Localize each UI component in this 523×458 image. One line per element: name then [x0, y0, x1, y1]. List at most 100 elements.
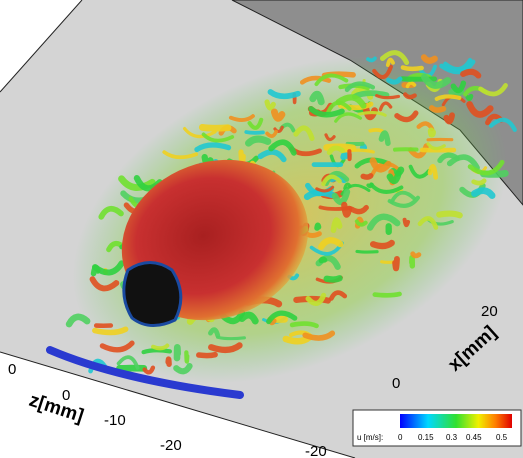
vortex-tube	[436, 210, 463, 219]
vortex-tube	[208, 342, 243, 354]
vortex-tube	[478, 83, 508, 97]
vortex-tube	[386, 76, 403, 85]
vortex-tube	[366, 213, 401, 231]
z-tick-label: 0	[8, 361, 16, 378]
vortex-tube	[323, 275, 343, 283]
vortex-tube	[244, 130, 265, 135]
vortex-tube	[330, 217, 343, 234]
x-tick-label: 0	[392, 375, 400, 392]
cylinder-hole	[122, 261, 183, 327]
vortex-tube	[460, 68, 482, 79]
vortex-tube	[309, 90, 325, 106]
vortex-tube	[321, 174, 342, 187]
vortex-tube	[428, 105, 447, 113]
vortex-tube	[323, 143, 357, 152]
vortex-tube	[392, 255, 400, 272]
z-axis-label: z[mm]	[26, 390, 86, 427]
vortex-tube	[467, 159, 505, 176]
vortex-tube	[270, 108, 286, 122]
colorbar-tick: 0.45	[466, 433, 482, 442]
vortex-tube	[368, 127, 385, 134]
colorbar	[400, 414, 512, 428]
vortex-tube	[201, 132, 235, 143]
vortex-tube	[379, 50, 410, 66]
vortex-tube	[324, 133, 336, 142]
vortex-tube	[194, 142, 232, 153]
vortex-tube	[439, 59, 476, 75]
vortex-tube	[151, 343, 170, 351]
vortex-tube	[341, 148, 375, 154]
vortex-tube	[308, 106, 345, 118]
x-tick-label: -20	[305, 443, 327, 458]
colorbar-tick: 0.5	[496, 433, 508, 442]
vortex-tube	[337, 101, 374, 111]
vortex-tube	[198, 124, 232, 132]
z-tick-label: -20	[160, 437, 182, 454]
vortex-tube	[340, 151, 350, 161]
vortex-tube	[142, 365, 156, 375]
vortex-tube	[465, 93, 474, 101]
vortex-tube	[344, 81, 376, 93]
vortex-tube	[314, 73, 349, 87]
vortex-tube	[325, 100, 352, 116]
vortex-tube	[488, 117, 517, 132]
vortex-tube	[99, 340, 135, 353]
vortex-tube	[315, 185, 335, 193]
vortex-tube	[293, 295, 331, 304]
colorbar-label: u [m/s]:	[357, 433, 383, 442]
vortex-tube	[245, 135, 272, 147]
vortex-tube	[355, 249, 379, 254]
vortex-tube	[118, 175, 156, 191]
z-tick-label: -10	[104, 412, 126, 429]
vortex-tube	[378, 130, 391, 147]
vortex-tube	[409, 254, 416, 269]
vortex-tube	[266, 310, 298, 325]
vortex-tube	[450, 80, 467, 94]
vortex-tube	[417, 216, 439, 230]
vortex-tube	[434, 94, 462, 102]
vortex-tube	[334, 112, 363, 123]
vortex-tube	[403, 92, 417, 100]
vortex-tube	[305, 292, 327, 306]
vortex-tube	[380, 260, 396, 264]
vortex-tube	[369, 239, 395, 250]
vortex-tube	[443, 112, 455, 125]
vortex-tube	[173, 362, 193, 375]
vortex-tube	[410, 251, 422, 259]
vortex-tube	[98, 206, 124, 220]
vortex-tube	[331, 188, 351, 206]
vortex-tube	[318, 237, 344, 250]
vortex-tube	[354, 219, 368, 227]
colorbar-tick: 0	[398, 433, 403, 442]
vortex-tube	[182, 127, 217, 139]
vortex-tube	[427, 127, 436, 138]
vortex-tube	[394, 110, 419, 123]
vortex-tube	[89, 276, 120, 292]
floor-edge	[0, 351, 356, 458]
colorbar-tick: 0.15	[418, 433, 434, 442]
vortex-tube	[446, 154, 480, 171]
vortex-tube	[389, 190, 416, 204]
vortex-tube	[341, 201, 353, 218]
vortex-tube	[265, 129, 278, 138]
vortex-tube	[402, 217, 411, 228]
vortex-tube	[208, 327, 221, 338]
vortex-tube	[372, 64, 393, 80]
vortex-tube	[369, 157, 392, 173]
vortex-tube	[65, 313, 91, 328]
vortex-tube	[116, 355, 140, 370]
vortex-tube	[421, 73, 452, 89]
vortex-tube	[326, 145, 345, 156]
vortex-tube	[405, 81, 417, 89]
vortex-tube	[372, 291, 402, 298]
vortex-tube	[360, 173, 374, 180]
blue-base	[46, 346, 244, 399]
vortex-tube	[385, 57, 395, 67]
vortex-tube	[343, 182, 352, 190]
vortex-tube	[335, 94, 367, 109]
vortex-tube	[471, 187, 496, 199]
vortex-tube	[257, 149, 287, 163]
vortex-tube	[247, 117, 264, 130]
vortex-tube	[92, 326, 129, 336]
